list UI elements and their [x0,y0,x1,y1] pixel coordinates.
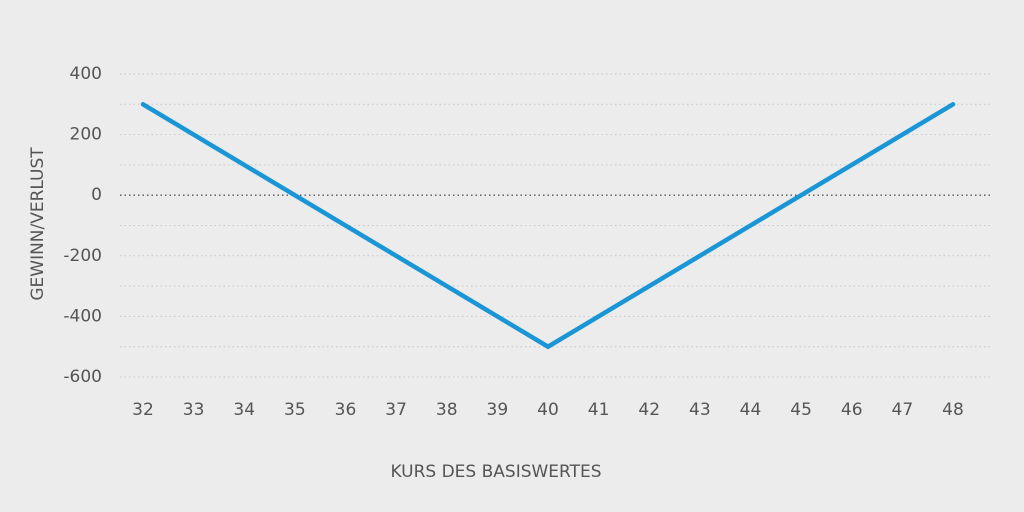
x-tick-label: 45 [790,400,812,420]
x-tick-label: 40 [537,400,559,420]
x-tick-label: 44 [740,400,762,420]
y-axis-label: GEWINN/VERLUST [28,147,48,301]
y-tick-label: -600 [63,367,102,387]
x-tick-label: 38 [436,400,458,420]
x-tick-label: 33 [183,400,205,420]
x-tick-label: 43 [689,400,711,420]
y-tick-label: -200 [63,246,102,266]
x-tick-label: 48 [942,400,964,420]
y-tick-label: 0 [91,185,102,205]
x-tick-label: 35 [284,400,306,420]
x-tick-label: 46 [841,400,863,420]
y-tick-label: 200 [70,125,102,145]
x-tick-label: 37 [385,400,407,420]
line [140,102,956,350]
x-tick-label: 32 [132,400,154,420]
x-tick-label: 41 [588,400,610,420]
y-tick-label: -400 [63,306,102,326]
x-tick-label: 42 [638,400,660,420]
x-tick-label: 39 [487,400,509,420]
x-tick-label: 47 [892,400,914,420]
x-tick-label: 34 [233,400,255,420]
x-tick-label: 36 [335,400,357,420]
y-tick-label: 400 [70,64,102,84]
x-axis-label: KURS DES BASISWERTES [390,462,601,482]
